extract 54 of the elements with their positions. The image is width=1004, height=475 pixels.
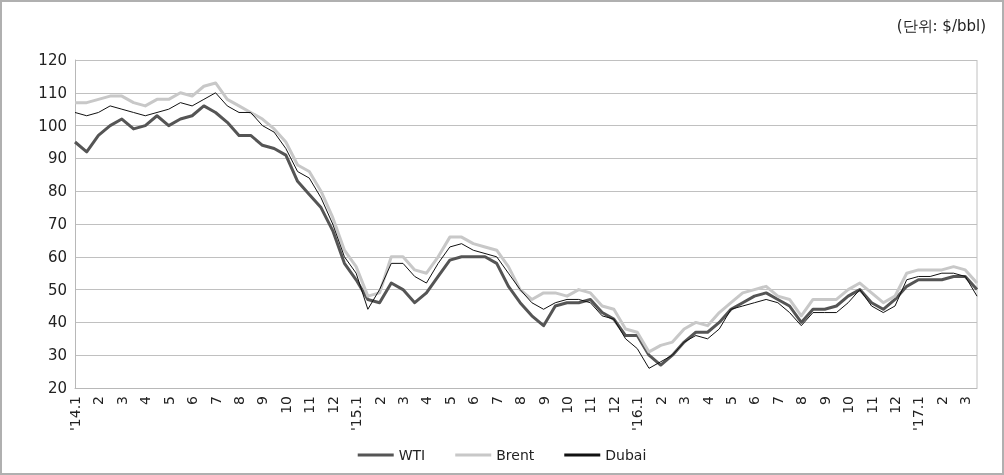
- x-tick-label: 12: [605, 396, 622, 414]
- x-tick-label: 3: [113, 396, 130, 405]
- x-tick-label: 5: [441, 396, 458, 405]
- legend-label: Dubai: [605, 447, 647, 463]
- x-tick-label: '14.1: [67, 396, 83, 432]
- x-tick-label: 10: [277, 396, 294, 414]
- x-tick-label: 12: [324, 396, 341, 414]
- x-tick-label: 4: [699, 395, 716, 405]
- x-tick-label: 6: [184, 395, 201, 405]
- legend-label: WTI: [398, 447, 426, 463]
- x-tick-label: 9: [535, 396, 552, 405]
- x-tick-label: '16.1: [629, 396, 646, 432]
- x-tick-label: 10: [559, 396, 575, 414]
- x-tick-label: 5: [160, 396, 177, 405]
- x-tick-label: 10: [840, 396, 857, 414]
- x-tick-label: 11: [863, 396, 880, 414]
- x-tick-label: 2: [933, 396, 950, 405]
- y-tick-label: 110: [38, 83, 67, 102]
- x-tick-label: 3: [676, 396, 693, 405]
- x-tick-label: 11: [582, 396, 599, 414]
- x-tick-label: 8: [231, 396, 247, 405]
- x-tick-label: 5: [723, 396, 739, 405]
- x-tick-label: 9: [254, 396, 271, 405]
- x-tick-label: 2: [652, 396, 669, 405]
- x-tick-label: 7: [207, 396, 224, 405]
- x-tick-label: 3: [395, 396, 411, 405]
- y-tick-label: 120: [38, 51, 67, 69]
- x-tick-label: 7: [769, 396, 786, 405]
- x-tick-label: 8: [512, 396, 529, 405]
- y-tick-label: 100: [38, 116, 67, 135]
- x-tick-label: 6: [746, 395, 763, 405]
- x-tick-label: 11: [301, 396, 318, 414]
- y-tick-label: 80: [47, 182, 67, 201]
- y-tick-label: 30: [47, 346, 67, 365]
- x-tick-label: 4: [137, 395, 154, 405]
- y-tick-label: 70: [47, 215, 67, 233]
- text: (단위: $/bbl): [896, 16, 987, 35]
- x-tick-label: 7: [488, 396, 505, 405]
- x-tick-label: 2: [90, 396, 107, 405]
- x-tick-label: 2: [371, 396, 388, 405]
- y-tick-label: 60: [47, 247, 67, 266]
- legend-label: Brent: [496, 447, 535, 463]
- y-tick-label: 50: [47, 280, 67, 299]
- x-tick-label: 9: [816, 396, 833, 405]
- x-tick-label: '17.1: [910, 396, 927, 432]
- x-tick-label: '15.1: [348, 396, 365, 432]
- y-tick-label: 20: [47, 379, 67, 397]
- y-tick-label: 40: [47, 313, 67, 332]
- x-tick-label: 12: [887, 396, 903, 414]
- x-tick-label: 8: [793, 396, 810, 405]
- y-tick-label: 90: [47, 149, 67, 168]
- x-tick-label: 6: [465, 395, 482, 405]
- x-tick-label: 4: [418, 395, 435, 405]
- x-tick-label: 3: [957, 396, 974, 405]
